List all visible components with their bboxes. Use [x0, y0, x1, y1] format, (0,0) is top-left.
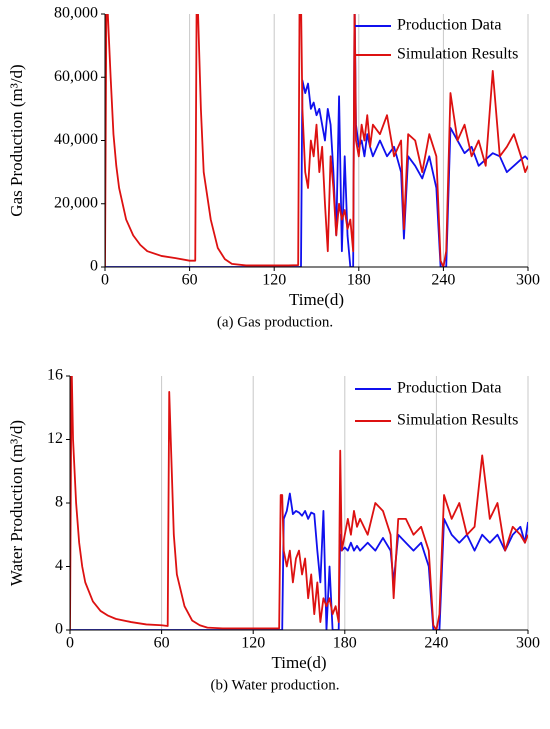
x-axis-label: Time(d)	[271, 653, 326, 672]
y-tick-label: 0	[90, 258, 98, 275]
series-line	[105, 14, 528, 267]
plot-lines	[70, 376, 528, 630]
x-tick-label: 300	[516, 635, 540, 652]
y-tick-label: 60,000	[54, 68, 98, 85]
x-tick-label: 120	[241, 635, 265, 652]
y-tick-label: 8	[55, 494, 63, 511]
y-tick-label: 4	[55, 557, 63, 574]
x-tick-label: 300	[516, 272, 540, 289]
y-tick-label: 16	[47, 367, 63, 384]
x-tick-label: 0	[66, 635, 74, 652]
caption: (a) Gas production.	[217, 314, 333, 330]
y-tick-label: 80,000	[54, 5, 98, 22]
x-tick-label: 240	[431, 272, 455, 289]
y-tick-label: 0	[55, 621, 63, 638]
x-tick-label: 60	[154, 635, 170, 652]
x-tick-label: 60	[182, 272, 198, 289]
series-line	[70, 376, 528, 630]
legend-label: Simulation Results	[397, 412, 518, 429]
legend-label: Production Data	[397, 380, 501, 397]
series-line	[70, 492, 528, 630]
legend-label: Production Data	[397, 17, 501, 34]
legend-label: Simulation Results	[397, 46, 518, 63]
x-tick-label: 0	[101, 272, 109, 289]
y-tick-label: 12	[47, 430, 63, 447]
caption: (b) Water production.	[211, 677, 340, 693]
y-tick-label: 20,000	[54, 194, 98, 211]
x-tick-label: 240	[424, 635, 448, 652]
x-tick-label: 180	[347, 272, 371, 289]
x-tick-label: 180	[333, 635, 357, 652]
plot-lines	[105, 14, 528, 267]
series-line	[105, 14, 528, 267]
y-tick-label: 40,000	[54, 131, 98, 148]
y-axis-label: Water Production (m³/d)	[7, 420, 26, 586]
x-tick-label: 120	[262, 272, 286, 289]
x-axis-label: Time(d)	[289, 290, 344, 309]
y-axis-label: Gas Production (m³/d)	[7, 64, 26, 216]
